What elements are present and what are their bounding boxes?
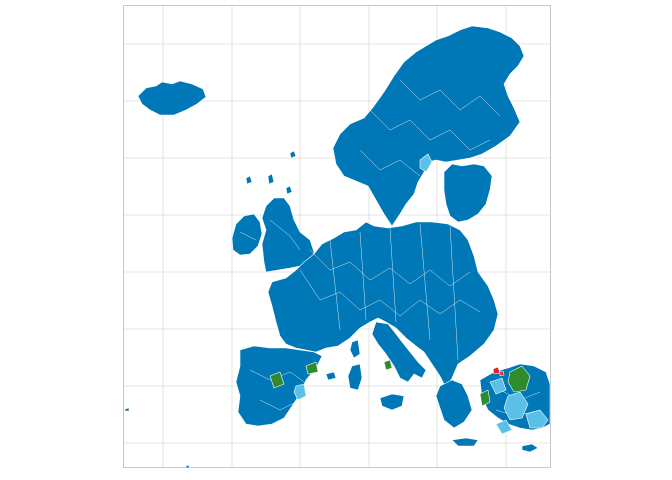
ireland [231,213,263,256]
region-border [309,249,471,287]
faroe-islands [289,150,297,159]
region-accent [499,370,505,377]
region-tertiary [507,365,531,393]
region-secondary [525,409,549,429]
region-secondary [495,419,513,435]
cyprus [521,443,539,453]
region-tertiary [269,371,285,389]
iceland [137,80,207,116]
shetland-islands [267,173,275,185]
great-britain [261,197,315,273]
sicily [379,393,405,411]
region-tertiary [383,359,393,371]
islet [285,185,293,195]
region-tertiary [305,361,319,375]
region-border [359,79,501,177]
islet [185,464,190,469]
region-secondary [503,391,529,421]
islet [124,407,130,412]
baltics [443,163,493,223]
region-border [239,219,301,251]
region-secondary [419,153,433,173]
region-border [329,223,459,361]
italy [371,321,427,383]
balearic-islands [325,371,337,381]
region-secondary [489,377,507,395]
crete [451,437,479,447]
region-tertiary [479,389,491,407]
greece [435,379,473,429]
regions-tertiary [269,359,531,407]
region-secondary [293,383,307,401]
region-border [299,269,481,317]
islet [245,175,253,185]
regions-secondary [293,153,549,435]
sardinia [347,363,363,391]
corsica [349,339,361,359]
continental-europe [267,221,499,389]
scandinavia [332,25,525,227]
region-borders [239,79,541,417]
map-panel [123,5,551,468]
region-accent [492,366,501,375]
region-border [369,109,491,151]
regions-primary [124,25,551,469]
regions-accent [492,366,505,377]
